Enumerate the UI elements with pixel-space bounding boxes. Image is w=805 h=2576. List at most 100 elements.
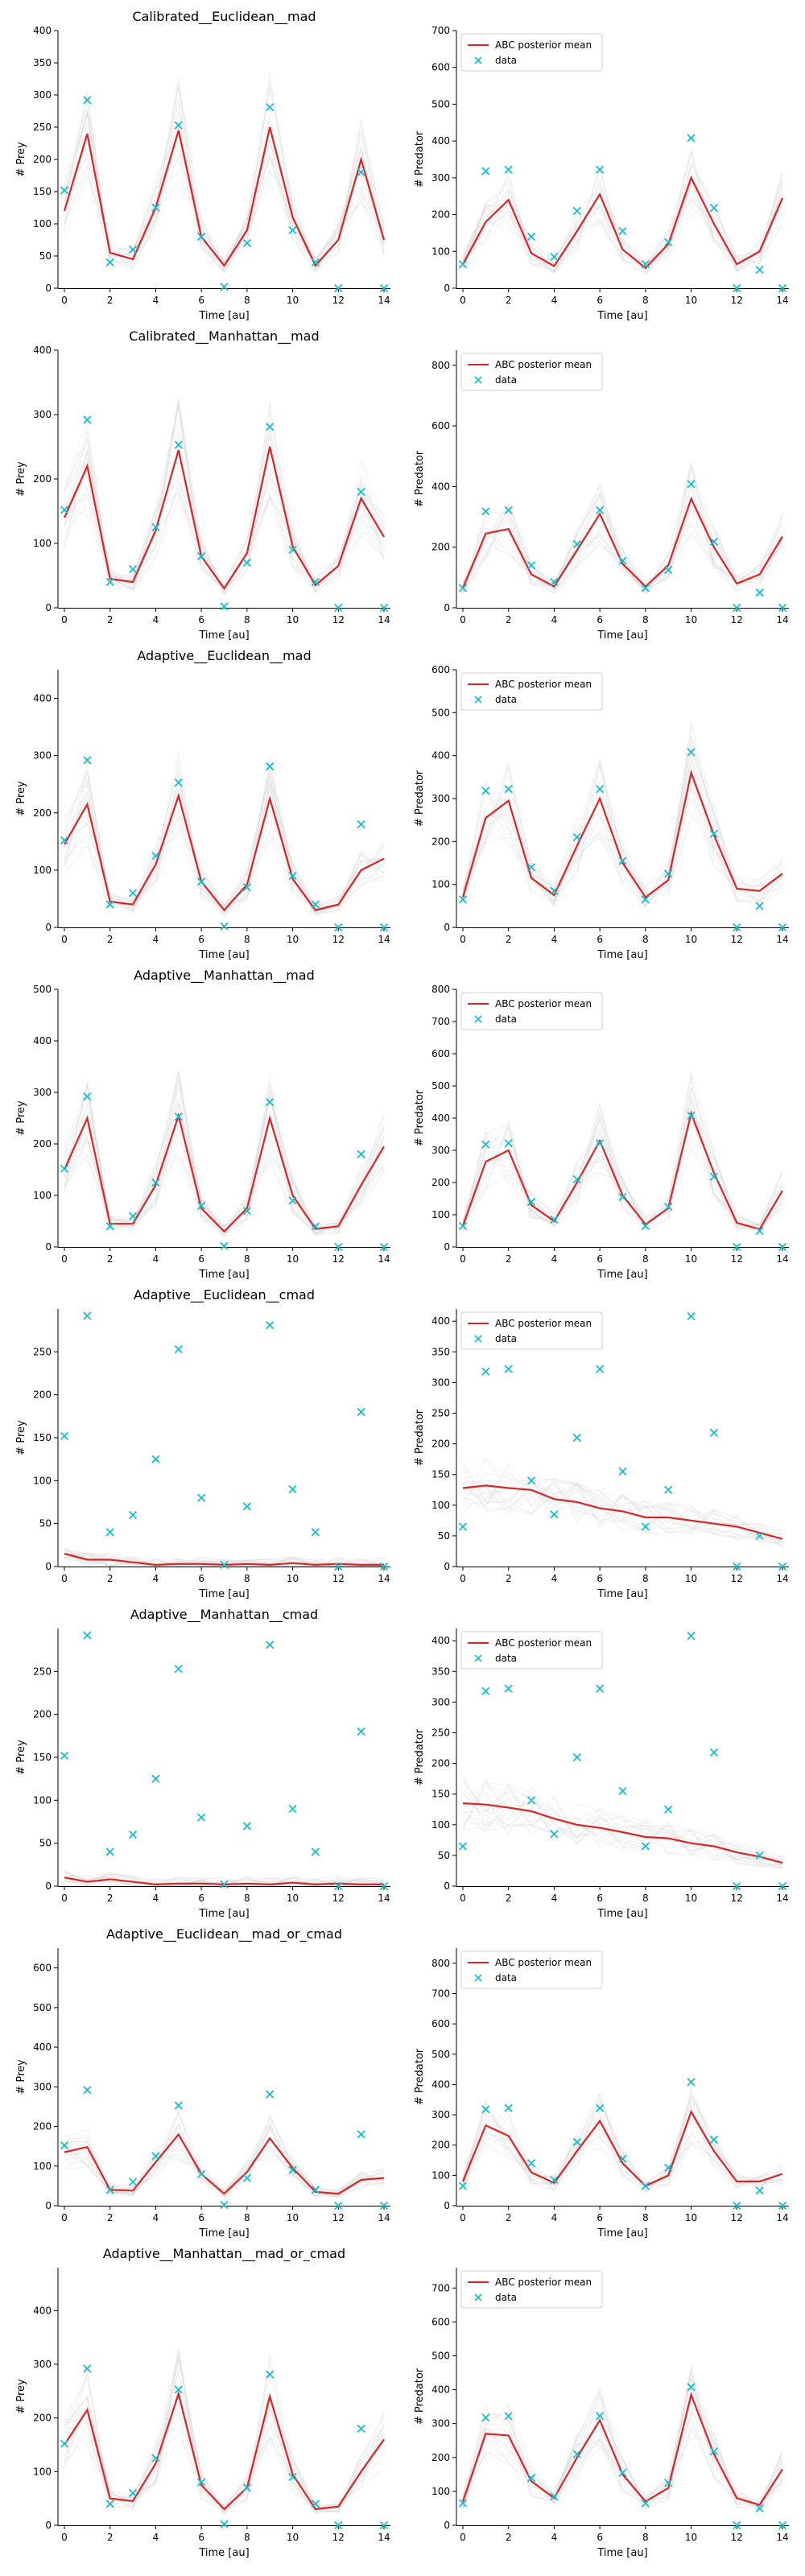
x-tick-label: 6	[597, 614, 603, 625]
data-point	[664, 565, 673, 575]
data-point	[596, 165, 605, 174]
posterior-sample-line	[64, 1081, 385, 1235]
posterior-sample-line	[64, 2392, 385, 2510]
posterior-sample-line	[462, 1150, 783, 1234]
x-tick-label: 14	[378, 2532, 390, 2543]
data-point	[687, 480, 696, 489]
posterior-sample-line	[64, 1113, 385, 1235]
data-point	[197, 1493, 206, 1502]
posterior-sample-line	[64, 766, 385, 913]
y-axis-label: # Predator	[414, 130, 426, 188]
data-point	[709, 1428, 719, 1438]
y-tick-label: 300	[33, 750, 52, 762]
data-point	[379, 283, 389, 293]
data-point	[550, 1830, 559, 1839]
y-axis-label: # Predator	[414, 2368, 426, 2425]
data-point	[128, 1510, 138, 1520]
data-point	[242, 558, 251, 568]
posterior-sample-line	[64, 1553, 385, 1567]
data-point	[709, 1748, 719, 1757]
posterior-sample-line	[64, 2123, 385, 2198]
posterior-sample-line	[462, 1791, 783, 1869]
x-tick-label: 14	[776, 1573, 788, 1584]
data-point	[357, 819, 365, 829]
posterior-sample-line	[462, 1086, 783, 1232]
x-tick-label: 2	[107, 934, 114, 945]
chart-panel-0: 0 2 4 6 8 10 12 14 0 50 100 150 200 250 300 350 400 Time …	[15, 9, 390, 322]
x-tick-label: 10	[287, 295, 299, 306]
posterior-sample-line	[64, 83, 385, 273]
y-tick-label: 200	[431, 542, 450, 553]
posterior-sample-line	[64, 404, 385, 595]
x-tick-label: 12	[731, 2532, 743, 2543]
data-point	[641, 260, 650, 269]
posterior-sample-line	[462, 504, 783, 593]
posterior-sample-line	[462, 1477, 783, 1542]
posterior-sample-line	[462, 464, 783, 593]
posterior-sample-line	[64, 89, 385, 269]
posterior-sample-line	[462, 161, 783, 273]
x-tick-label: 12	[332, 2212, 345, 2223]
data-point	[288, 2165, 297, 2174]
data-point	[572, 2450, 581, 2458]
data-point	[504, 1684, 513, 1693]
chart-title: Adaptive__Manhattan__mad	[134, 968, 315, 984]
x-tick-label: 10	[287, 2212, 299, 2223]
x-tick-label: 14	[378, 1573, 390, 1584]
posterior-sample-line	[64, 779, 385, 914]
y-tick-label: 400	[33, 693, 52, 704]
x-tick-label: 0	[61, 614, 68, 625]
x-tick-label: 8	[244, 1253, 250, 1265]
x-tick-label: 14	[776, 295, 788, 306]
chart-panel-7: 0 2 4 6 8 10 12 14 0 100 200 300 400 500 600 700 800 Time…	[414, 984, 789, 1281]
data-point	[687, 1312, 696, 1321]
legend-data-swatch	[474, 56, 482, 64]
posterior-sample-line	[462, 1482, 783, 1542]
posterior-sample-line	[462, 748, 783, 905]
data-point	[687, 748, 696, 757]
posterior-sample-line	[64, 473, 385, 590]
posterior-sample-line	[64, 753, 385, 912]
y-axis-label: # Prey	[15, 2059, 27, 2095]
data-point	[709, 2447, 719, 2456]
posterior-sample-line	[64, 2369, 385, 2512]
posterior-sample-line	[462, 1463, 783, 1544]
y-tick-label: 200	[431, 836, 450, 847]
data-point	[288, 1196, 297, 1205]
y-tick-label: 100	[33, 2161, 52, 2172]
y-tick-label: 0	[444, 2520, 450, 2531]
data-point	[105, 2500, 114, 2508]
data-point	[526, 1796, 536, 1805]
posterior-sample-line	[462, 1784, 783, 1870]
posterior-sample-line	[64, 782, 385, 911]
data-point	[526, 2473, 536, 2483]
data-point	[60, 1431, 69, 1441]
posterior-sample-line	[462, 198, 783, 272]
data-point	[197, 877, 206, 886]
legend-box	[460, 992, 603, 1030]
posterior-sample-line	[64, 80, 385, 272]
posterior-mean-line	[64, 2132, 385, 2195]
posterior-samples	[64, 2110, 385, 2198]
y-tick-label: 350	[33, 57, 52, 68]
data-point	[733, 603, 741, 613]
data-point	[60, 2439, 69, 2448]
posterior-sample-line	[64, 1080, 385, 1234]
chart-panel-2: 0 2 4 6 8 10 12 14 0 100 200 300 400 Time [au] # Prey C…	[15, 328, 390, 642]
posterior-sample-line	[64, 1081, 385, 1237]
y-tick-label: 0	[444, 602, 450, 613]
posterior-sample-line	[462, 483, 783, 591]
x-tick-label: 2	[107, 295, 114, 306]
data-point	[242, 1822, 251, 1831]
y-tick-label: 400	[431, 2079, 450, 2090]
data-point	[526, 561, 536, 570]
data-point	[334, 1562, 343, 1571]
posterior-sample-line	[64, 2127, 385, 2194]
y-tick-label: 200	[33, 1709, 52, 1720]
x-tick-label: 8	[642, 1573, 649, 1584]
data-point	[526, 1476, 536, 1485]
data-point	[458, 584, 468, 592]
x-tick-label: 10	[287, 1573, 299, 1584]
y-tick-label: 500	[431, 707, 450, 718]
data-point	[266, 423, 275, 431]
